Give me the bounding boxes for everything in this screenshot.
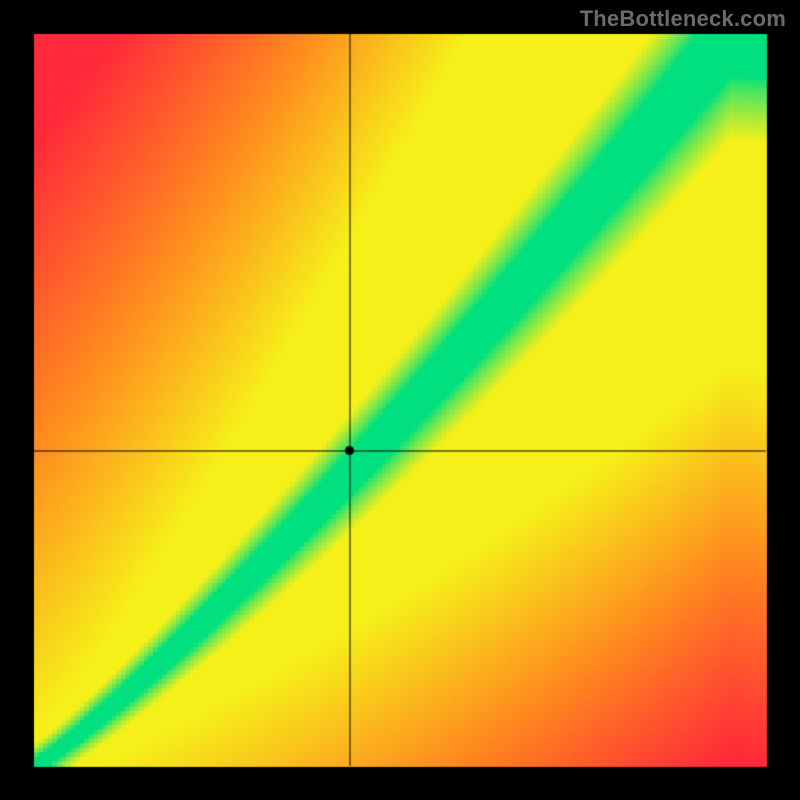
chart-container: TheBottleneck.com bbox=[0, 0, 800, 800]
bottleneck-heatmap-canvas bbox=[0, 0, 800, 800]
watermark-text: TheBottleneck.com bbox=[580, 6, 786, 32]
